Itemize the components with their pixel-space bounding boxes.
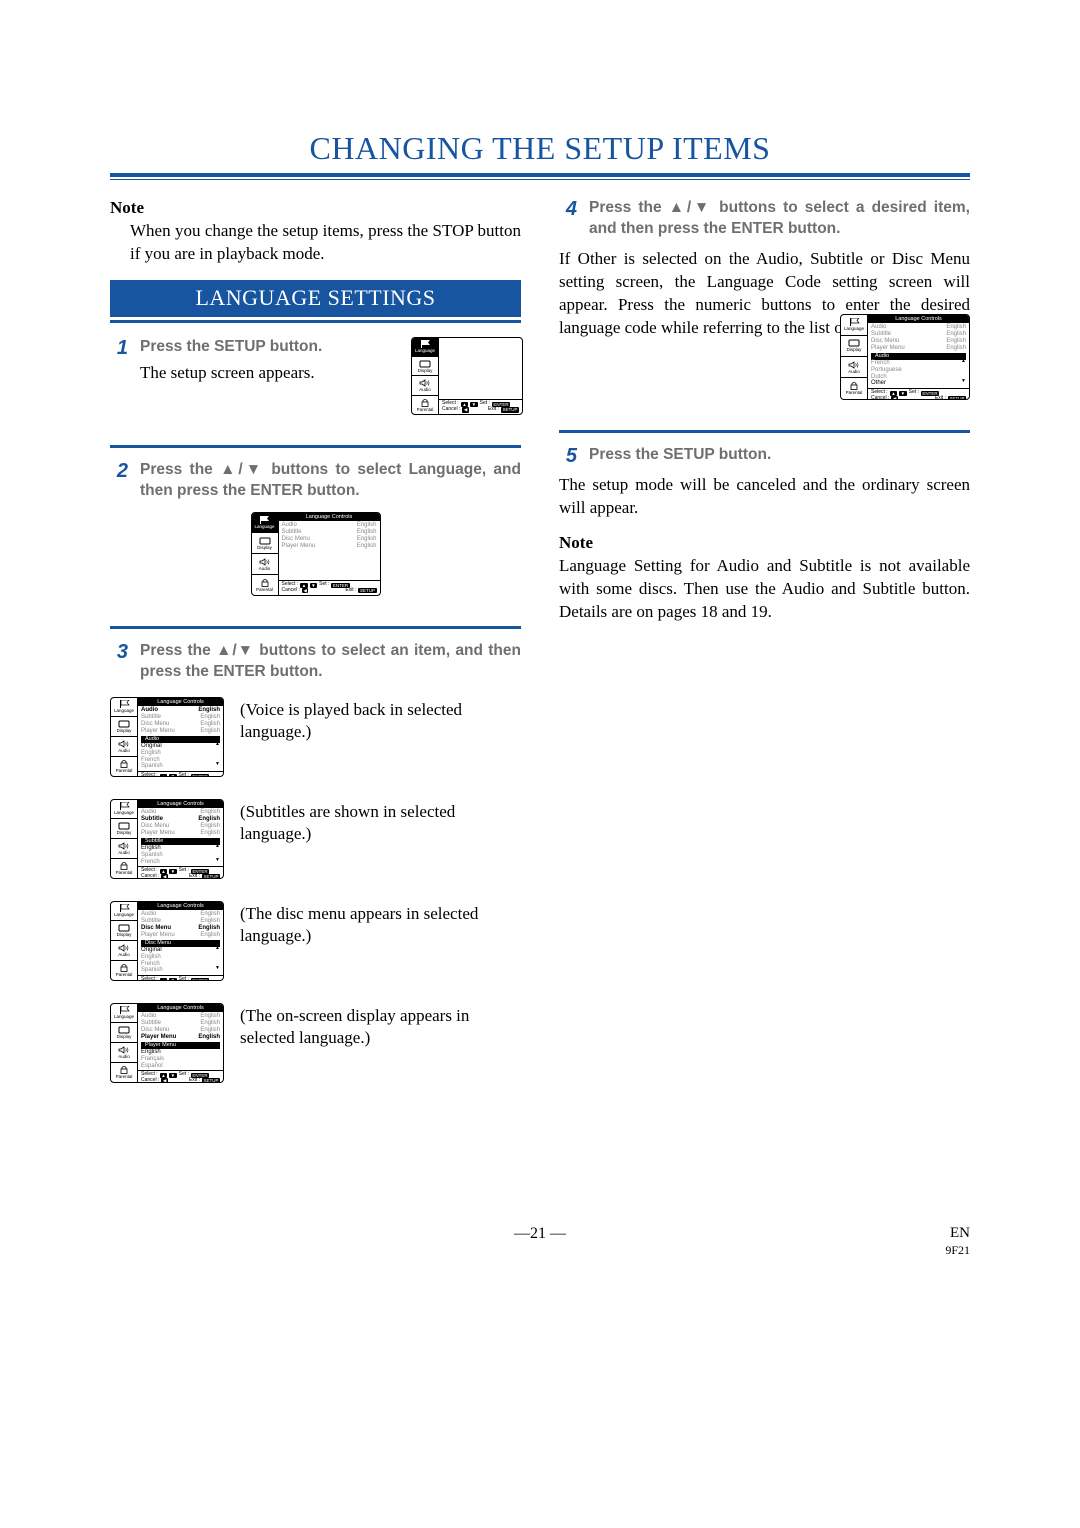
step-1-body: The setup screen appears. (140, 362, 322, 385)
flag-icon (119, 700, 130, 708)
right-note-text: Language Setting for Audio and Subtitle … (559, 555, 970, 624)
page-footer: —21 — EN 9F21 (110, 1225, 970, 1243)
item-disc-menu: Language Display Audio Parental Language… (110, 901, 521, 981)
item-audio: Language Display Audio Parental Language… (110, 697, 521, 777)
speaker-icon (118, 740, 130, 748)
lock-icon (260, 578, 270, 587)
title-rule (110, 173, 970, 180)
flag-icon (119, 802, 130, 810)
intro-note-text: When you change the setup items, press t… (130, 220, 521, 266)
right-column: 4 Press the ▲/▼ buttons to select a desi… (559, 198, 970, 1105)
lock-icon (119, 1065, 129, 1074)
speaker-icon (848, 361, 860, 369)
step-5: 5 Press the SETUP button. (559, 445, 970, 468)
step-4: 4 Press the ▲/▼ buttons to select a desi… (559, 198, 970, 240)
step-1: 1 Press the SETUP button. The setup scre… (110, 337, 397, 385)
item-subtitle-desc: (Subtitles are shown in selected languag… (240, 799, 521, 845)
tv-icon (259, 537, 271, 545)
speaker-icon (419, 379, 431, 387)
step-5-label: Press the SETUP button. (589, 445, 771, 466)
step-5-number: 5 (559, 445, 577, 468)
lock-icon (849, 381, 859, 390)
lock-icon (420, 398, 430, 407)
item-player-menu-desc: (The on-screen display appears in select… (240, 1003, 521, 1049)
tv-icon (118, 720, 130, 728)
page-title: CHANGING THE SETUP ITEMS (110, 130, 970, 167)
step-2-label: Press the ▲/▼ buttons to select Language… (140, 460, 521, 502)
step-3-label: Press the ▲/▼ buttons to select an item,… (140, 641, 521, 683)
footer-code: 9F21 (945, 1243, 970, 1258)
tv-icon (848, 339, 860, 347)
step-5-body: The setup mode will be canceled and the … (559, 474, 970, 520)
lock-icon (119, 759, 129, 768)
flag-icon (119, 904, 130, 912)
step-1-number: 1 (110, 337, 128, 360)
step-1-figure: Language Display Audio Parental Select :… (411, 337, 521, 415)
item-audio-desc: (Voice is played back in selected langua… (240, 697, 521, 743)
note-heading: Note (110, 198, 521, 218)
lock-icon (119, 963, 129, 972)
left-column: Note When you change the setup items, pr… (110, 198, 521, 1105)
step-2-figure: Language Display Audio Parental Language… (110, 512, 521, 596)
step-separator (110, 445, 521, 448)
speaker-icon (259, 558, 271, 566)
banner-rule (110, 320, 521, 323)
tv-icon (118, 1026, 130, 1034)
item-subtitle: Language Display Audio Parental Language… (110, 799, 521, 879)
step-4-label: Press the ▲/▼ buttons to select a desire… (589, 198, 970, 240)
tv-icon (118, 924, 130, 932)
step-3: 3 Press the ▲/▼ buttons to select an ite… (110, 641, 521, 683)
flag-icon (849, 318, 860, 326)
flag-icon (420, 340, 431, 348)
speaker-icon (118, 944, 130, 952)
speaker-icon (118, 1046, 130, 1054)
step-3-number: 3 (110, 641, 128, 664)
lock-icon (119, 861, 129, 870)
flag-icon (259, 516, 270, 524)
item-disc-menu-desc: (The disc menu appears in selected langu… (240, 901, 521, 947)
tv-icon (419, 360, 431, 368)
section-banner: LANGUAGE SETTINGS (110, 280, 521, 317)
tv-icon (118, 822, 130, 830)
note-heading-2: Note (559, 533, 970, 553)
item-player-menu: Language Display Audio Parental Language… (110, 1003, 521, 1083)
flag-icon (119, 1006, 130, 1014)
step-separator (110, 626, 521, 629)
step-2: 2 Press the ▲/▼ buttons to select Langua… (110, 460, 521, 502)
footer-en: EN (950, 1225, 970, 1242)
page-number: 21 (530, 1225, 546, 1242)
step-1-label: Press the SETUP button. (140, 337, 322, 358)
step-4-number: 4 (559, 198, 577, 221)
step-separator (559, 430, 970, 433)
step-2-number: 2 (110, 460, 128, 483)
speaker-icon (118, 842, 130, 850)
